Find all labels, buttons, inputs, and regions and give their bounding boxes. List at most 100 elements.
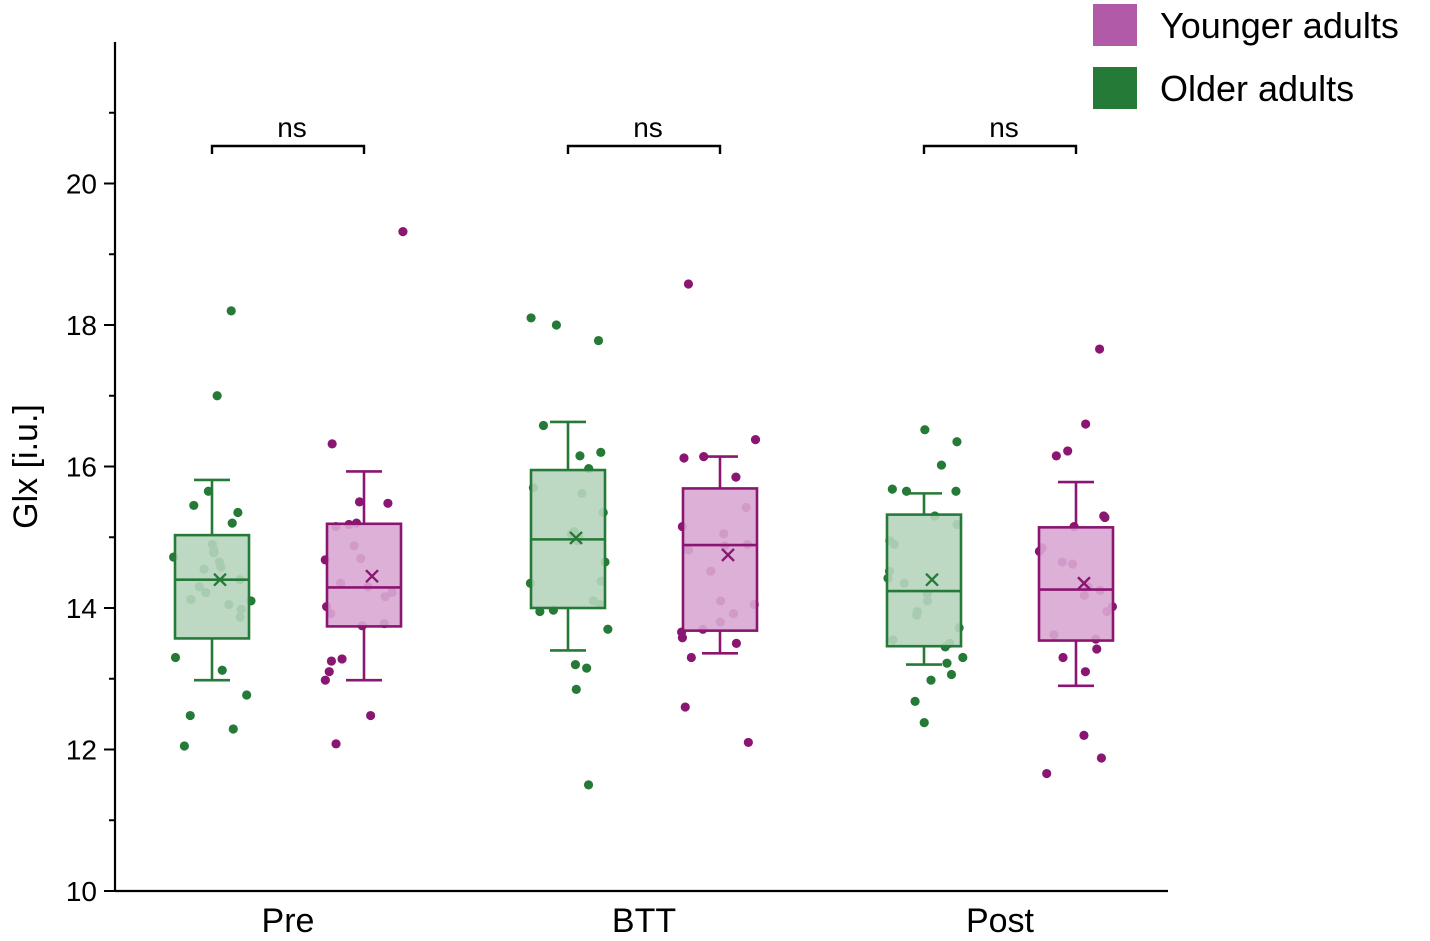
box-iqr (173, 533, 251, 640)
y-tick-label: 18 (66, 310, 97, 341)
box-iqr (325, 522, 403, 628)
data-point (731, 472, 741, 482)
mean-marker (1077, 576, 1091, 591)
axes-layer: 10 12 14 16 18 20 Glx [i.u.] Pre BTT Post (7, 42, 1168, 940)
significance-bracket (210, 144, 366, 154)
y-tick-label: 10 (66, 876, 97, 907)
data-point (1058, 652, 1068, 663)
mean-marker (365, 569, 379, 584)
data-point (217, 665, 227, 675)
mean-marker (569, 531, 583, 545)
data-point (212, 391, 222, 401)
box-iqr (885, 513, 963, 648)
data-point (750, 435, 761, 445)
data-point (383, 498, 393, 508)
data-point (1096, 753, 1107, 763)
data-point (570, 660, 581, 670)
data-point (743, 737, 753, 748)
data-point (1063, 446, 1073, 456)
data-point (1092, 644, 1102, 654)
box-iqr (681, 487, 759, 632)
data-point (575, 451, 585, 461)
data-points-layer (168, 227, 1117, 790)
legend-label: Older adults (1160, 68, 1354, 109)
data-point (936, 460, 947, 470)
data-point (326, 656, 337, 666)
data-point (179, 741, 189, 751)
data-point (677, 633, 688, 643)
data-point (958, 652, 968, 663)
data-point (331, 739, 341, 749)
significance-bracket (566, 144, 722, 154)
significance-layer: ns ns ns (210, 112, 1078, 154)
data-point (593, 335, 604, 346)
y-tick-label: 14 (66, 593, 97, 624)
data-point (583, 780, 594, 790)
data-point (227, 518, 237, 528)
significance-label: ns (277, 112, 307, 143)
significance-label: ns (633, 112, 663, 143)
legend-swatch (1093, 4, 1137, 46)
data-point (1042, 768, 1052, 779)
data-point (887, 484, 897, 494)
data-point (242, 690, 252, 700)
data-point (1051, 451, 1061, 461)
data-point (679, 453, 689, 463)
data-point (1080, 667, 1091, 677)
data-point (951, 486, 961, 496)
x-category-label: BTT (612, 902, 676, 940)
data-point (324, 667, 334, 677)
data-point (952, 437, 962, 447)
y-tick-label: 12 (66, 735, 97, 766)
x-category-label: Pre (262, 902, 315, 940)
data-point (910, 696, 920, 706)
data-point (327, 439, 337, 449)
legend-label: Younger adults (1160, 5, 1399, 46)
legend: Younger adults Older adults (1093, 4, 1399, 109)
data-point (596, 447, 606, 457)
y-axis-title: Glx [i.u.] (7, 404, 45, 529)
data-point (731, 638, 741, 648)
legend-swatch (1093, 67, 1137, 109)
box-iqr (1037, 526, 1115, 642)
data-point (337, 654, 347, 664)
data-point (683, 279, 694, 289)
data-point (366, 710, 376, 721)
data-point (170, 652, 181, 663)
data-point (926, 675, 936, 685)
data-point (398, 227, 408, 237)
significance-bracket (922, 144, 1078, 154)
mean-marker (213, 572, 227, 587)
data-point (1100, 512, 1110, 523)
data-point (551, 320, 562, 330)
data-point (571, 684, 581, 694)
y-tick-label: 20 (66, 169, 97, 200)
data-point (946, 669, 957, 680)
data-point (526, 313, 536, 323)
mean-marker (925, 572, 939, 587)
data-point (686, 652, 696, 663)
data-point (942, 658, 952, 668)
data-point (354, 497, 365, 507)
data-point (538, 420, 549, 431)
data-point (1079, 730, 1089, 740)
data-point (203, 486, 213, 496)
data-point (603, 624, 613, 634)
data-point (1094, 344, 1105, 354)
data-point (919, 718, 929, 728)
data-point (680, 702, 690, 712)
significance-label: ns (989, 112, 1019, 143)
data-point (1081, 419, 1091, 429)
data-point (226, 306, 236, 316)
x-category-label: Post (966, 902, 1035, 940)
mean-marker (721, 548, 735, 562)
y-tick-label: 16 (66, 452, 97, 483)
data-point (185, 710, 195, 721)
data-point (320, 675, 330, 685)
data-point (189, 500, 199, 511)
data-point (233, 507, 243, 518)
data-point (228, 724, 238, 734)
boxes-layer (173, 420, 1115, 688)
